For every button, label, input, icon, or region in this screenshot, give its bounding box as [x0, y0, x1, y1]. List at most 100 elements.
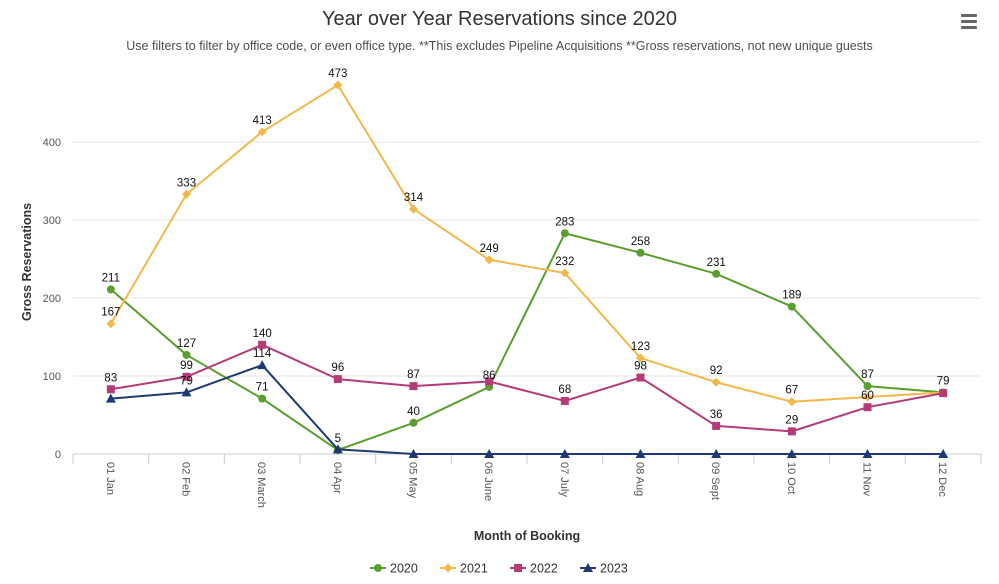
- data-point-2022: [409, 382, 418, 391]
- data-label-2020: 231: [707, 257, 726, 269]
- data-point-2021: [106, 319, 116, 329]
- x-tick-label: 03 March: [255, 462, 267, 508]
- data-point-2022: [333, 375, 342, 384]
- legend-item-2020[interactable]: 2020: [370, 562, 418, 576]
- data-label-2022: 36: [710, 409, 723, 421]
- y-tick-label: 400: [43, 137, 61, 149]
- data-point-2023: [635, 449, 646, 458]
- data-point-2023: [786, 449, 797, 458]
- data-label-2020: 127: [177, 338, 196, 350]
- data-label-2021: 473: [328, 68, 347, 80]
- legend-label: 2023: [600, 562, 628, 576]
- data-point-2021: [787, 397, 797, 407]
- data-label-2021: 232: [555, 256, 574, 268]
- series-line-2022: [110, 343, 944, 433]
- data-point-2023: [484, 449, 495, 458]
- legend-item-2021[interactable]: 2021: [440, 562, 488, 576]
- data-point-2022: [106, 385, 115, 394]
- data-point-2023: [862, 449, 873, 458]
- data-label-2022: 87: [407, 369, 420, 381]
- data-point-2022: [258, 340, 267, 349]
- data-label-2020: 258: [631, 236, 650, 248]
- data-point-2020: [712, 269, 721, 278]
- data-point-2021: [560, 268, 570, 278]
- chart-subtitle: Use filters to filter by office code, or…: [126, 39, 873, 53]
- data-point-2021: [863, 392, 872, 402]
- legend-marker: [514, 564, 522, 572]
- data-point-2023: [257, 360, 268, 370]
- data-point-2021: [182, 189, 191, 199]
- data-label-2021: 123: [631, 341, 650, 353]
- data-point-2020: [182, 350, 191, 359]
- data-label-2022: 29: [785, 414, 798, 426]
- x-tick-label: 01 Jan: [104, 462, 116, 495]
- data-label-2021: 413: [253, 115, 272, 127]
- data-label-2022: 68: [558, 384, 571, 396]
- data-labels: 211 127 71 5 40 86 283 258 231 189 87 79 167 333 413 47…: [101, 68, 949, 445]
- series-line-2020: [110, 232, 944, 452]
- legend-marker: [583, 563, 593, 572]
- hamburger-menu-icon[interactable]: [958, 12, 980, 30]
- x-tick-label: 06 June: [482, 462, 494, 501]
- data-point-2021: [333, 80, 343, 90]
- data-label-2021: 167: [101, 307, 120, 319]
- data-label-2022: 140: [253, 328, 272, 340]
- legend-label: 2021: [460, 562, 488, 576]
- x-tick-label: 07 July: [558, 462, 570, 497]
- x-tick-label: 08 Aug: [634, 462, 646, 496]
- series-lines: [105, 80, 949, 458]
- data-point-2020: [560, 229, 569, 238]
- data-point-2022: [560, 396, 569, 405]
- data-point-2021: [636, 353, 645, 363]
- x-axis-title: Month of Booking: [474, 529, 580, 543]
- data-point-2022: [636, 373, 645, 382]
- data-point-2020: [863, 382, 872, 391]
- data-point-2020: [636, 248, 645, 257]
- data-point-2023: [332, 444, 343, 454]
- axes: 0 100 200 300 400 01 Jan 02 Feb 03 March 04 Apr 0…: [43, 137, 982, 508]
- y-tick-label: 200: [43, 293, 61, 305]
- legend: 2020 2021 2022 2023: [370, 562, 628, 576]
- x-tick-label: 12 Dec: [936, 462, 948, 497]
- data-point-2023: [105, 393, 116, 403]
- y-tick-label: 100: [43, 371, 61, 383]
- data-point-2020: [106, 285, 115, 294]
- data-point-2022: [939, 389, 948, 398]
- data-point-2022: [712, 421, 721, 430]
- data-label-2021: 314: [404, 192, 424, 204]
- x-tick-label: 09 Sept: [709, 462, 721, 500]
- data-point-2022: [485, 377, 494, 386]
- data-label-2020: 71: [256, 382, 269, 394]
- x-tick-label: 11 Nov: [861, 462, 873, 497]
- x-tick-label: 10 Oct: [785, 462, 797, 494]
- data-point-2020: [787, 302, 796, 311]
- data-label-2020: 283: [555, 216, 574, 228]
- data-label-2020: 189: [782, 290, 801, 302]
- data-label-2022: 99: [180, 360, 193, 372]
- chart-title: Year over Year Reservations since 2020: [321, 8, 678, 30]
- data-label-2021: 249: [480, 243, 499, 255]
- data-point-2023: [181, 387, 192, 397]
- data-label-2022: 83: [104, 372, 117, 384]
- data-label-2023: 79: [180, 375, 193, 387]
- x-tick-label: 04 Apr: [331, 462, 343, 494]
- data-label-2022: 60: [861, 390, 874, 402]
- y-tick-label: 300: [43, 215, 61, 227]
- legend-item-2023[interactable]: 2023: [580, 562, 628, 576]
- data-point-2021: [257, 127, 267, 137]
- data-label-2020: 86: [483, 370, 496, 382]
- data-label-2023: 114: [253, 348, 272, 360]
- data-label-2020: 5: [335, 433, 341, 445]
- data-point-2021: [484, 255, 494, 265]
- data-point-2022: [787, 427, 796, 436]
- data-point-2021: [711, 377, 721, 387]
- data-label-2022: 98: [634, 361, 647, 373]
- data-point-2022: [182, 372, 191, 381]
- data-point-2021: [409, 204, 418, 214]
- legend-item-2022[interactable]: 2022: [510, 562, 558, 576]
- data-label-2021: 67: [785, 385, 798, 397]
- y-tick-label: 0: [55, 449, 61, 461]
- series-line-2021: [109, 84, 944, 403]
- data-point-2023: [408, 449, 419, 458]
